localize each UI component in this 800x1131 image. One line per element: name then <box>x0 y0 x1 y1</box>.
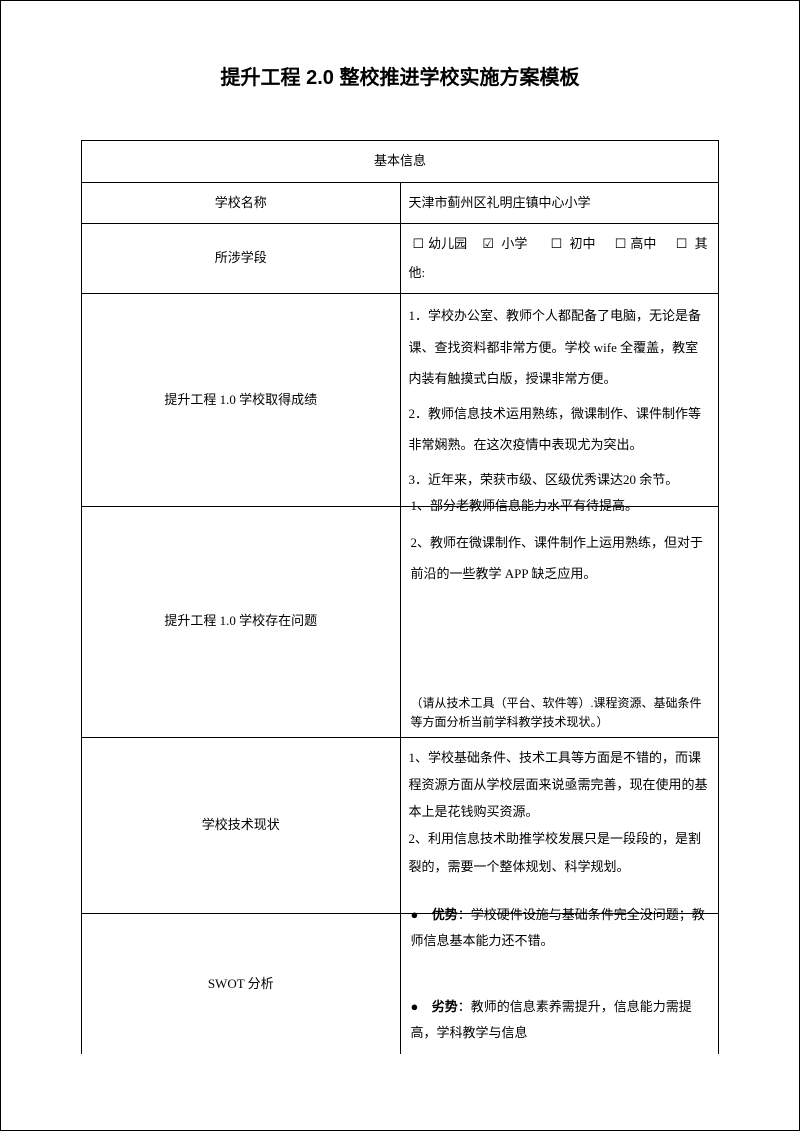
checkbox-unchecked-icon: ☐ <box>413 230 425 259</box>
value-tech-status: 1、学校基础条件、技术工具等方面是不错的，而课程资源方面从学校层面来说亟需完善，… <box>400 737 719 914</box>
value-stage: ☐幼儿园 ☑ 小学 ☐ 初中 ☐高中 ☐ 其他: <box>400 224 719 294</box>
achievement-item: 2．教师信息技术运用熟练，微课制作、课件制作等非常娴熟。在这次疫情中表现尤为突出… <box>409 398 711 460</box>
tech-item: 2、利用信息技术助推学校发展只是一段段的，是割裂的，需要一个整体规划、科学规划。 <box>409 825 711 880</box>
label-swot: SWOT 分析 <box>82 914 401 1055</box>
swot-advantage: ● 优势：学校硬件设施与基础条件完全没问题；教师信息基本能力还不错。 <box>411 902 709 954</box>
section-header-basic-info: 基本信息 <box>82 141 719 183</box>
tech-item: 1、学校基础条件、技术工具等方面是不错的，而课程资源方面从学校层面来说亟需完善，… <box>409 744 711 826</box>
label-tech-status: 学校技术现状 <box>82 737 401 914</box>
page-title: 提升工程 2.0 整校推进学校实施方案模板 <box>81 61 719 90</box>
bullet-icon: ● <box>411 902 429 928</box>
value-school-name: 天津市蓟州区礼明庄镇中心小学 <box>400 182 719 224</box>
main-table: 基本信息 学校名称 天津市蓟州区礼明庄镇中心小学 所涉学段 ☐幼儿园 ☑ 小学 … <box>81 140 719 1054</box>
checkbox-unchecked-icon: ☐ <box>676 230 688 259</box>
stage-opt-primary: 小学 <box>501 236 527 251</box>
value-problems: 1、部分老教师信息能力水平有待提高。 2、教师在微课制作、课件制作上运用熟练，但… <box>400 506 719 737</box>
checkbox-unchecked-icon: ☐ <box>551 230 563 259</box>
achievement-item: 1．学校办公室、教师个人都配备了电脑，无论是备课、查找资料都非常方便。学校 wi… <box>409 300 711 394</box>
swot-disadvantage: ● 劣势：教师的信息素养需提升，信息能力需提高，学科教学与信息 <box>411 994 709 1046</box>
swot-dis-label: 劣势 <box>432 999 458 1014</box>
document-page: 提升工程 2.0 整校推进学校实施方案模板 基本信息 学校名称 天津市蓟州区礼明… <box>0 0 800 1131</box>
value-swot: ● 优势：学校硬件设施与基础条件完全没问题；教师信息基本能力还不错。 ● 劣势：… <box>400 914 719 1055</box>
bullet-icon: ● <box>411 994 429 1020</box>
label-school-name: 学校名称 <box>82 182 401 224</box>
stage-opt-senior: 高中 <box>630 236 656 251</box>
value-achievements: 1．学校办公室、教师个人都配备了电脑，无论是备课、查找资料都非常方便。学校 wi… <box>400 294 719 506</box>
label-problems: 提升工程 1.0 学校存在问题 <box>82 506 401 737</box>
stage-opt-junior: 初中 <box>570 236 596 251</box>
swot-adv-label: 优势 <box>432 907 458 922</box>
problem-item: 2、教师在微课制作、课件制作上运用熟练，但对于前沿的一些教学 APP 缺乏应用。 <box>411 527 709 589</box>
label-stage: 所涉学段 <box>82 224 401 294</box>
stage-opt-kindergarten: 幼儿园 <box>428 236 467 251</box>
label-achievements: 提升工程 1.0 学校取得成绩 <box>82 294 401 506</box>
checkbox-unchecked-icon: ☐ <box>615 230 627 259</box>
problem-item: 1、部分老教师信息能力水平有待提高。 <box>411 493 639 519</box>
achievement-item: 3．近年来，荣获市级、区级优秀课达20 余节。 <box>409 464 711 495</box>
problem-note: （请从技术工具（平台、软件等）.课程资源、基础条件等方面分析当前学科教学技术现状… <box>411 694 709 732</box>
checkbox-checked-icon: ☑ <box>482 230 494 259</box>
